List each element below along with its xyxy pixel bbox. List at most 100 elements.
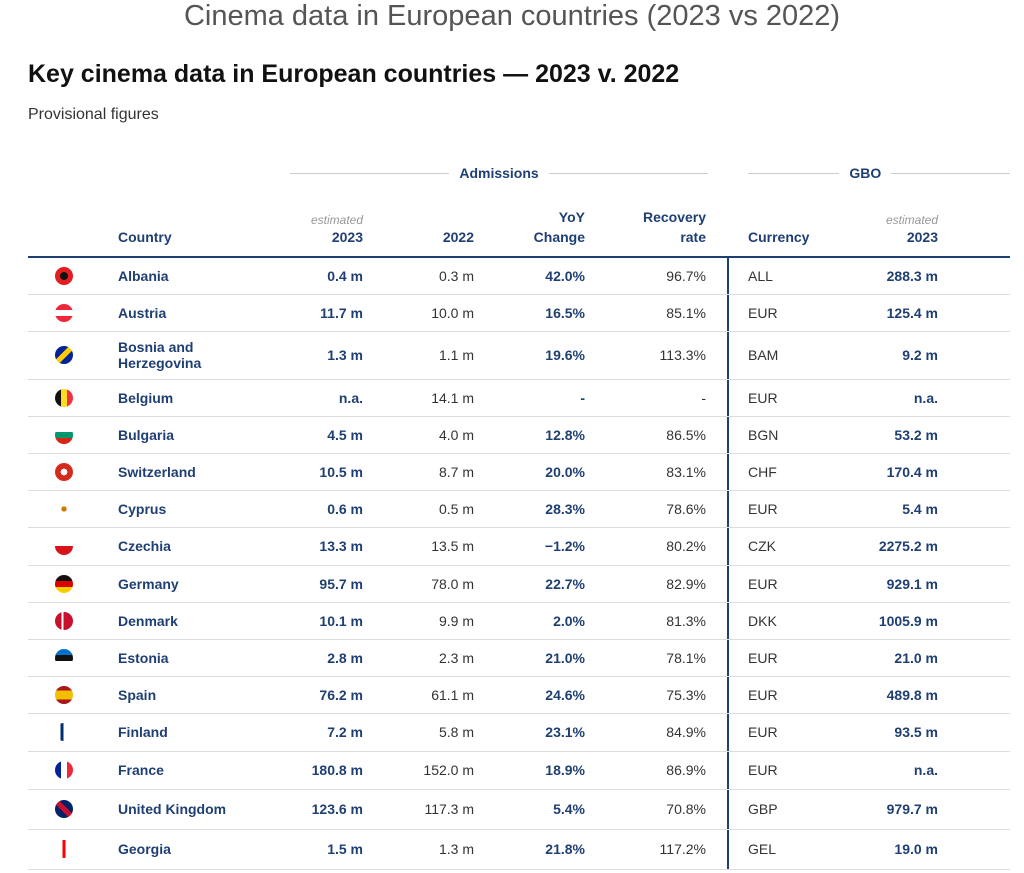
data-cell: 1.3 m bbox=[438, 841, 474, 857]
data-cell: 78.1% bbox=[666, 649, 706, 666]
data-cell: 19.0 m bbox=[894, 841, 938, 857]
data-cell: 929.1 m bbox=[886, 575, 938, 592]
data-cell: ALL bbox=[748, 268, 773, 284]
country-name: Austria bbox=[118, 304, 167, 321]
data-cell: 5.4% bbox=[553, 801, 585, 817]
column-label: 2023 bbox=[906, 229, 938, 245]
country-name: Bulgaria bbox=[118, 426, 175, 443]
data-cell: 86.5% bbox=[666, 426, 706, 443]
data-cell: CZK bbox=[748, 538, 776, 554]
subtitle: Provisional figures bbox=[28, 106, 159, 123]
row-separator bbox=[28, 789, 1010, 790]
data-cell: 93.5 m bbox=[894, 724, 938, 740]
data-cell: 4.0 m bbox=[438, 426, 474, 443]
country-name: Switzerland bbox=[118, 463, 196, 480]
data-cell: 113.3% bbox=[659, 347, 706, 363]
country-name: Estonia bbox=[118, 649, 169, 666]
data-cell: 979.7 m bbox=[886, 801, 938, 817]
row-separator bbox=[28, 416, 1010, 417]
group-header: Admissions bbox=[290, 163, 709, 183]
group-label: Admissions bbox=[459, 165, 539, 181]
country-name: France bbox=[118, 762, 164, 778]
column-note: estimated bbox=[310, 213, 363, 227]
country-name: Finland bbox=[118, 724, 168, 740]
data-cell: EUR bbox=[748, 575, 778, 592]
column-label: YoY Change bbox=[533, 209, 585, 245]
group-label: GBO bbox=[849, 165, 882, 181]
data-cell: EUR bbox=[748, 649, 778, 666]
header-border bbox=[28, 256, 1010, 258]
row-separator bbox=[28, 527, 1010, 528]
data-cell: 42.0% bbox=[545, 268, 585, 284]
data-cell: 7.2 m bbox=[327, 724, 363, 740]
row-separator bbox=[28, 751, 1010, 752]
data-cell: 85.1% bbox=[666, 304, 706, 321]
country-name: Czechia bbox=[118, 538, 171, 554]
data-cell: 22.7% bbox=[545, 575, 585, 592]
data-cell: 1.3 m bbox=[327, 347, 363, 363]
data-cell: 78.0 m bbox=[431, 575, 474, 592]
flag-icon bbox=[55, 723, 73, 741]
data-cell: n.a. bbox=[338, 389, 363, 406]
data-cell: 180.8 m bbox=[311, 762, 363, 778]
row-separator bbox=[28, 869, 1010, 870]
row-separator bbox=[28, 331, 1010, 332]
column-label: 2023 bbox=[331, 229, 363, 245]
data-cell: 117.2% bbox=[659, 841, 706, 857]
flag-icon bbox=[55, 267, 73, 285]
row-separator bbox=[28, 829, 1010, 830]
country-name: Belgium bbox=[118, 389, 174, 406]
column-label: Recovery rate bbox=[642, 209, 706, 245]
column-label: 2022 bbox=[442, 229, 474, 245]
data-cell: 16.5% bbox=[545, 304, 585, 321]
data-cell: 12.8% bbox=[545, 426, 585, 443]
data-cell: 76.2 m bbox=[319, 686, 363, 703]
data-cell: 83.1% bbox=[666, 463, 706, 480]
data-cell: n.a. bbox=[913, 389, 938, 406]
flag-icon bbox=[55, 611, 73, 630]
flag-icon bbox=[55, 761, 73, 779]
row-separator bbox=[28, 639, 1010, 640]
data-cell: 10.5 m bbox=[319, 463, 363, 480]
data-cell: 4.5 m bbox=[327, 426, 363, 443]
flag-icon bbox=[55, 685, 73, 704]
data-cell: 81.3% bbox=[666, 612, 706, 629]
data-cell: n.a. bbox=[913, 762, 938, 778]
data-cell: 21.0 m bbox=[894, 649, 938, 666]
column-header: 2022 bbox=[394, 203, 474, 247]
data-cell: 2275.2 m bbox=[878, 538, 938, 554]
flag-icon bbox=[55, 425, 73, 444]
data-cell: 8.7 m bbox=[438, 463, 474, 480]
data-cell: 0.4 m bbox=[327, 268, 363, 284]
data-cell: 20.0% bbox=[545, 463, 585, 480]
row-separator bbox=[28, 490, 1010, 491]
data-cell: 19.6% bbox=[545, 347, 585, 363]
data-cell: - bbox=[701, 389, 706, 406]
column-label: Country bbox=[118, 229, 172, 245]
row-separator bbox=[28, 565, 1010, 566]
data-cell: EUR bbox=[748, 686, 778, 703]
page-title: Cinema data in European countries (2023 … bbox=[183, 0, 841, 32]
data-cell: 1.1 m bbox=[438, 347, 474, 363]
data-cell: 28.3% bbox=[545, 500, 585, 517]
data-cell: 82.9% bbox=[666, 575, 706, 592]
data-cell: 23.1% bbox=[545, 724, 585, 740]
data-cell: 10.0 m bbox=[431, 304, 474, 321]
data-cell: 13.5 m bbox=[431, 538, 474, 554]
column-divider bbox=[727, 258, 729, 869]
data-cell: 0.3 m bbox=[438, 268, 474, 284]
data-cell: 125.4 m bbox=[886, 304, 938, 321]
row-separator bbox=[28, 602, 1010, 603]
data-cell: 18.9% bbox=[545, 762, 585, 778]
column-note: estimated bbox=[885, 213, 938, 227]
flag-icon bbox=[55, 840, 73, 858]
flag-icon bbox=[55, 574, 73, 593]
country-name: Bosnia and Herzegovina bbox=[118, 339, 202, 371]
flag-icon bbox=[55, 346, 73, 364]
data-cell: - bbox=[580, 389, 585, 406]
column-header: Country bbox=[118, 203, 238, 247]
country-name: Germany bbox=[118, 575, 179, 592]
data-cell: 117.3 m bbox=[424, 801, 474, 817]
flag-icon bbox=[55, 537, 73, 555]
country-name: Georgia bbox=[118, 841, 171, 857]
